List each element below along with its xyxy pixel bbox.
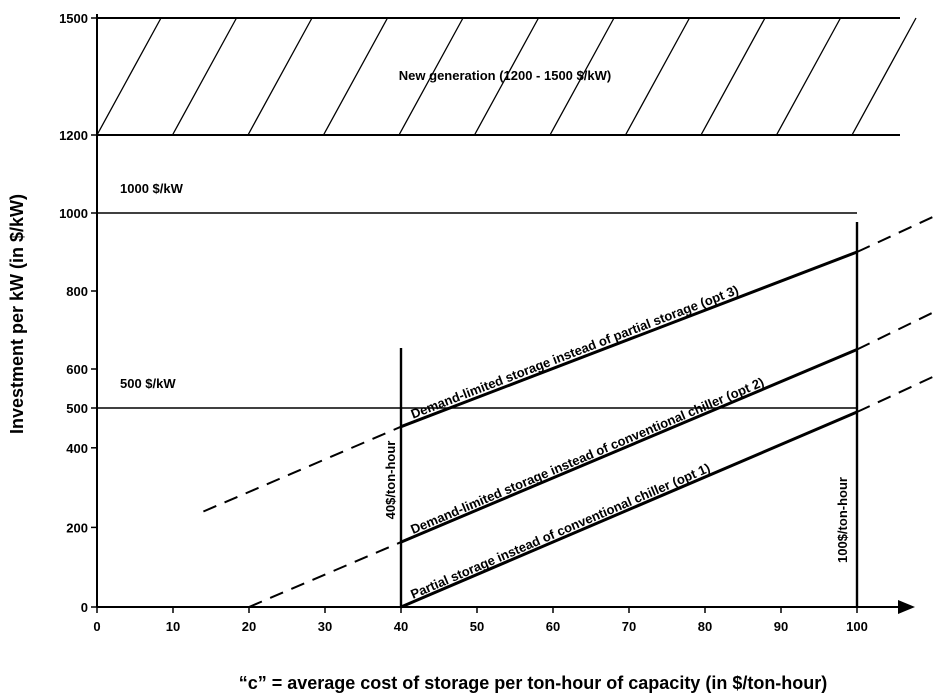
y-tick-label: 600	[66, 362, 88, 377]
series-dashed-segment	[856, 375, 934, 413]
x-axis-title: “c” = average cost of storage per ton-ho…	[239, 673, 828, 693]
y-tick-label: 1200	[59, 128, 88, 143]
chart-labels: New generation (1200 - 1500 $/kW) 1000 $/…	[7, 11, 868, 693]
x-tick-label: 90	[774, 619, 788, 634]
y-axis-title: Investment per kW (in $/kW)	[7, 194, 27, 434]
series-dashed-segment	[856, 215, 934, 253]
x-tick-label: 70	[622, 619, 636, 634]
series-lines	[203, 215, 934, 609]
x-tick-label: 20	[242, 619, 256, 634]
band-hatch-line	[247, 17, 313, 136]
band-hatch-line	[549, 17, 615, 136]
new-generation-band	[96, 17, 917, 136]
y-tick-label: 800	[66, 284, 88, 299]
reference-lines	[97, 212, 859, 607]
series-line	[400, 348, 858, 544]
band-hatch-line	[96, 17, 162, 136]
band-hatch-line	[851, 17, 917, 136]
series-line	[400, 410, 858, 609]
band-hatch-line	[775, 17, 842, 136]
x-tick-label: 100	[846, 619, 868, 634]
band-hatch-line	[473, 17, 540, 136]
axes	[91, 14, 915, 614]
series-dashed-segment	[203, 425, 402, 513]
band-hatch-line	[700, 17, 766, 136]
x-tick-label: 10	[166, 619, 180, 634]
vertical-line-label: 40$/ton-hour	[383, 441, 398, 520]
x-tick-label: 30	[318, 619, 332, 634]
vertical-line-label: 100$/ton-hour	[835, 477, 850, 563]
reference-line-label: 1000 $/kW	[120, 181, 184, 196]
x-tick-label: 40	[394, 619, 408, 634]
x-tick-label: 50	[470, 619, 484, 634]
y-tick-label: 200	[66, 520, 88, 535]
x-tick-label: 80	[698, 619, 712, 634]
x-axis-arrow	[898, 600, 915, 614]
reference-line-label: 500 $/kW	[120, 376, 176, 391]
x-tick-label: 60	[546, 619, 560, 634]
band-hatch-line	[322, 17, 389, 136]
series-line	[400, 250, 858, 429]
y-tick-label: 1000	[59, 206, 88, 221]
series-label: Demand-limited storage instead of partia…	[409, 282, 741, 421]
band-hatch-line	[171, 17, 238, 136]
band-label: New generation (1200 - 1500 $/kW)	[399, 68, 611, 83]
series-dashed-segment	[856, 311, 934, 351]
y-tick-label: 400	[66, 441, 88, 456]
y-tick-label: 1500	[59, 11, 88, 26]
series-dashed-segment	[248, 541, 402, 608]
y-tick-label: 0	[81, 600, 88, 615]
x-tick-label: 0	[93, 619, 100, 634]
band-hatch-line	[624, 17, 691, 136]
band-hatch-line	[398, 17, 464, 136]
y-tick-label: 500	[66, 401, 88, 416]
series-label: Partial storage instead of conventional …	[408, 460, 712, 602]
